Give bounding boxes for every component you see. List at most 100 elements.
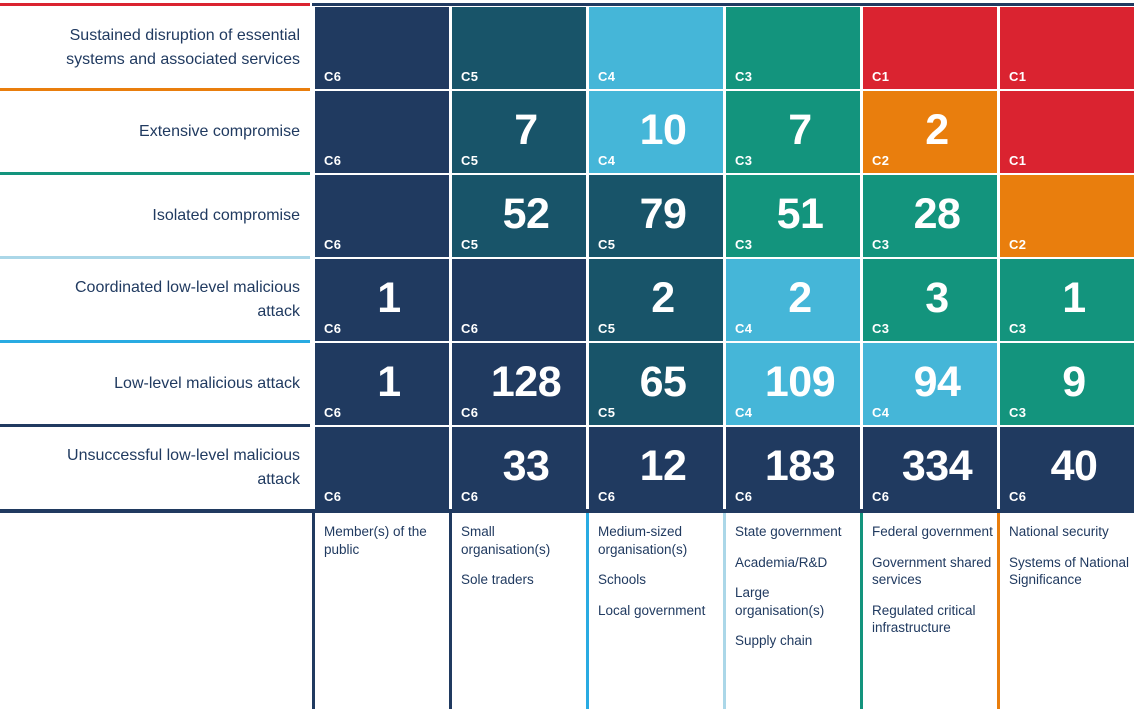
row-separator-line: [0, 340, 310, 343]
cell-category-label: C1: [872, 69, 890, 84]
matrix-cell: 183 C6: [726, 427, 860, 509]
cell-category-label: C6: [598, 489, 616, 504]
cell-category-label: C6: [461, 405, 479, 420]
column-label-item: Government shared services: [872, 554, 992, 588]
column-label-item: Member(s) of the public: [324, 524, 427, 557]
cell-count: 109: [764, 357, 836, 406]
cell-category-label: C5: [461, 69, 479, 84]
cell-count: 33: [502, 441, 550, 490]
cell-category-label: C6: [324, 153, 342, 168]
cell-category-label: C5: [598, 237, 616, 252]
cell-count: 183: [764, 441, 836, 490]
matrix-cell: C4: [589, 7, 723, 89]
matrix-cell: C5: [452, 7, 586, 89]
cell-count: 40: [1050, 441, 1098, 490]
row-label: Isolated compromise: [0, 175, 312, 259]
matrix-cell: 65 C5: [589, 343, 723, 425]
matrix-cell: 52 C5: [452, 175, 586, 257]
cell-count: 12: [639, 441, 687, 490]
top-rule-cells-area: [312, 3, 1134, 6]
matrix-row: Extensive compromise C6 7 C5 10 C4 7 C3 2 C2 C1: [0, 91, 1134, 175]
cell-category-label: C3: [872, 237, 890, 252]
matrix-row: Low-level malicious attack 1 C6 128 C6 65 C5 10…: [0, 343, 1134, 427]
column-label-group: Federal government Government shared serv…: [860, 513, 997, 709]
cell-category-label: C3: [735, 69, 753, 84]
matrix-cell: 12 C6: [589, 427, 723, 509]
cell-count: 79: [639, 189, 687, 238]
cell-category-label: C4: [872, 405, 890, 420]
cell-count: 10: [639, 105, 687, 154]
column-label-item: Medium-sized organisation(s): [598, 524, 688, 557]
cell-count: 128: [490, 357, 562, 406]
cell-count: 7: [514, 105, 538, 154]
cell-category-label: C3: [735, 237, 753, 252]
cell-count: 28: [913, 189, 961, 238]
column-label-group: National security Systems of National Sig…: [997, 513, 1134, 709]
column-label-group: State government Academia/R&D Large organi…: [723, 513, 860, 709]
matrix-cell: 7 C5: [452, 91, 586, 173]
column-label-item: State government: [735, 524, 842, 539]
matrix-cell: 10 C4: [589, 91, 723, 173]
cell-count: 2: [925, 105, 949, 154]
cell-count: 2: [788, 273, 812, 322]
cell-count: 9: [1062, 357, 1086, 406]
cell-count: 94: [913, 357, 961, 406]
column-label-item: Small organisation(s): [461, 524, 551, 557]
matrix-row: Isolated compromise C6 52 C5 79 C5 51 C3 28 C3 C2: [0, 175, 1134, 259]
row-separator-line: [0, 256, 310, 259]
cell-category-label: C4: [735, 405, 753, 420]
column-labels: Member(s) of the public Small organisatio…: [312, 513, 1134, 709]
row-separator-line: [0, 88, 310, 91]
matrix-cell: 7 C3: [726, 91, 860, 173]
row-separator-line: [0, 424, 310, 427]
matrix-cell: 28 C3: [863, 175, 997, 257]
cell-category-label: C6: [872, 489, 890, 504]
matrix-cell: 51 C3: [726, 175, 860, 257]
matrix-body: Sustained disruption of essential system…: [0, 7, 1134, 511]
matrix-row: Unsuccessful low-level malicious attack C…: [0, 427, 1134, 509]
matrix-row: Sustained disruption of essential system…: [0, 7, 1134, 91]
matrix-cell: C6: [315, 7, 449, 89]
cell-category-label: C4: [598, 69, 616, 84]
matrix-cell: 40 C6: [1000, 427, 1134, 509]
column-label-item: Systems of National Significance: [1009, 554, 1130, 588]
matrix-row: Coordinated low-level malicious attack 1 C…: [0, 259, 1134, 343]
cell-count: 65: [639, 357, 687, 406]
cell-category-label: C2: [1009, 237, 1027, 252]
matrix-cell: 2 C2: [863, 91, 997, 173]
column-label-group: Small organisation(s) Sole traders: [449, 513, 586, 709]
cell-count: 51: [776, 189, 824, 238]
column-label-group: Medium-sized organisation(s) Schools Local…: [586, 513, 723, 709]
column-label-item: Federal government: [872, 524, 993, 539]
cell-count: 52: [502, 189, 550, 238]
column-label-item: National security: [1009, 524, 1109, 539]
matrix-cell: C6: [315, 91, 449, 173]
bottom-rule: [0, 509, 1134, 513]
column-label-group: Member(s) of the public: [312, 513, 449, 709]
cell-count: 334: [901, 441, 973, 490]
cell-category-label: C6: [324, 237, 342, 252]
cell-category-label: C3: [872, 321, 890, 336]
row-label: Sustained disruption of essential system…: [0, 7, 312, 91]
cell-category-label: C2: [872, 153, 890, 168]
cell-count: 1: [377, 357, 401, 406]
row-label: Low-level malicious attack: [0, 343, 312, 427]
matrix-cell: 33 C6: [452, 427, 586, 509]
cell-category-label: C6: [735, 489, 753, 504]
column-label-item: Supply chain: [735, 633, 813, 649]
matrix-cell: 2 C4: [726, 259, 860, 341]
cell-category-label: C6: [461, 489, 479, 504]
matrix-cell: C3: [726, 7, 860, 89]
matrix-cell: 94 C4: [863, 343, 997, 425]
matrix-cell: 1 C6: [315, 259, 449, 341]
row-separator-line: [0, 172, 310, 175]
row-label: Unsuccessful low-level malicious attack: [67, 447, 300, 488]
cell-category-label: C6: [324, 69, 342, 84]
matrix-cell: 9 C3: [1000, 343, 1134, 425]
cell-category-label: C6: [324, 321, 342, 336]
matrix-cell: C1: [863, 7, 997, 89]
matrix-cell: C1: [1000, 91, 1134, 173]
matrix-cell: C6: [315, 427, 449, 509]
cell-category-label: C6: [324, 489, 342, 504]
